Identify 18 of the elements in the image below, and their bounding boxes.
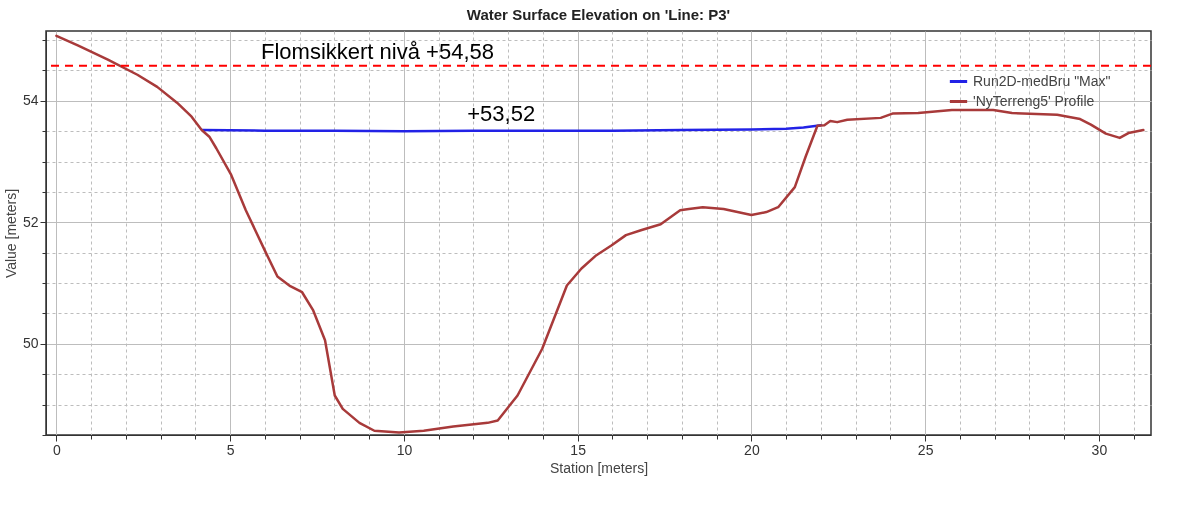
x-axis-title: Station [meters] bbox=[549, 459, 649, 476]
chart-title: Water Surface Elevation on 'Line: P3' bbox=[466, 6, 731, 23]
x-tick-label: 25 bbox=[917, 441, 934, 458]
line-series bbox=[55, 34, 1145, 434]
legend-label: 'NyTerreng5' Profile bbox=[973, 92, 1095, 109]
annotation: +53,52 bbox=[467, 101, 536, 127]
x-tick-label: 15 bbox=[570, 441, 587, 458]
x-tick-label: 30 bbox=[1091, 441, 1108, 458]
x-tick-label: 20 bbox=[744, 441, 760, 458]
x-tick-label: 0 bbox=[53, 441, 62, 458]
y-tick-label: 54 bbox=[22, 92, 39, 109]
y-axis-title: Value [meters] bbox=[2, 188, 19, 279]
x-tick-label: 10 bbox=[396, 441, 413, 458]
x-tick-label: 5 bbox=[226, 441, 235, 458]
y-tick-label: 52 bbox=[22, 213, 39, 230]
y-tick-label: 50 bbox=[22, 335, 39, 352]
legend-label: Run2D-medBru "Max" bbox=[973, 72, 1111, 89]
ref-line-label: Flomsikkert nivå +54,58 bbox=[261, 38, 494, 64]
